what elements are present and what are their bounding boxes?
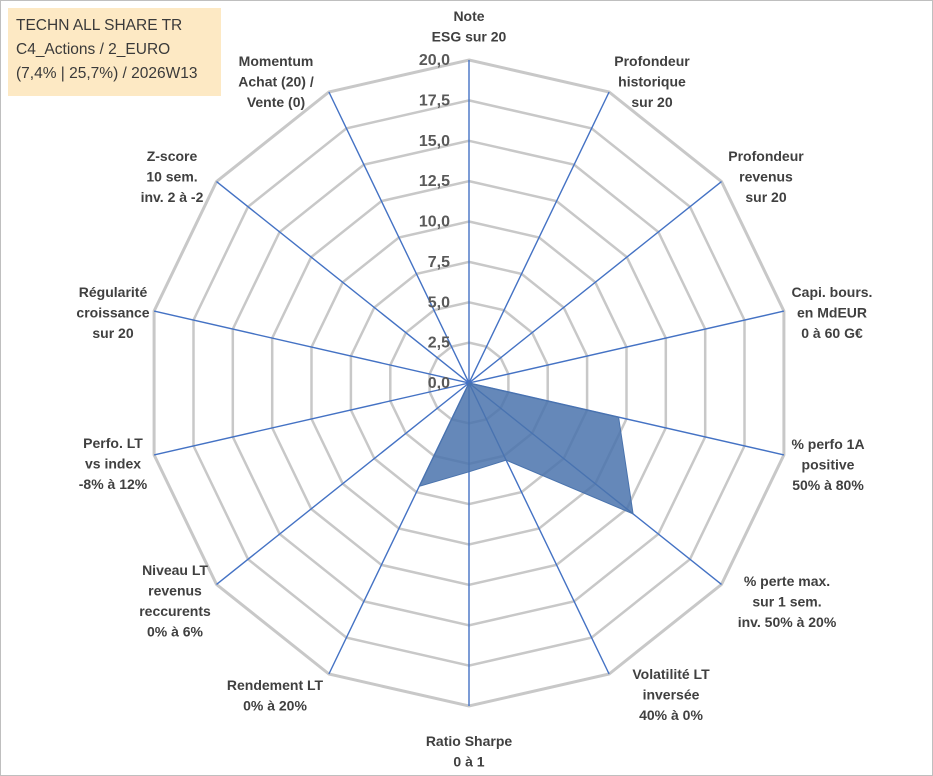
tick-label: 7,5 [428,254,450,271]
category-label: % perfo 1A positive 50% à 80% [791,436,864,493]
radar-spoke [468,181,722,384]
category-label-line: croissance [76,305,149,321]
category-label-line: Capi. bours. [792,284,873,300]
radar-spoke [328,91,470,384]
category-label-line: % perte max. [744,573,830,589]
tick-label: 20,0 [419,52,450,69]
radar-spoke [153,310,470,384]
category-label: Perfo. LT vs index -8% à 12% [79,435,148,492]
category-label-line: historique [618,74,686,90]
category-label-line: Profondeur [614,53,690,69]
category-label-line: Profondeur [728,148,804,164]
category-label-line: Régularité [79,284,148,300]
category-label: Note ESG sur 20 [432,8,507,45]
series-stats: (7,4% | 25,7%) / 2026W13 [16,65,198,82]
category-label-line: 0% à 6% [147,624,204,640]
radar-spoke [153,382,470,456]
category-label-line: inv. 2 à -2 [141,189,204,205]
category-label-line: sur 1 sem. [752,594,821,610]
radar-spoke [468,310,785,384]
category-label-line: Niveau LT [142,562,208,578]
category-label: Régularité croissance sur 20 [76,284,149,341]
category-label-line: Rendement LT [227,677,324,693]
category-label-line: Vente (0) [247,94,305,110]
category-label: Capi. bours. en MdEUR 0 à 60 G€ [792,284,873,341]
category-label: % perte max. sur 1 sem. inv. 50% à 20% [738,573,837,630]
radar-spoke [216,382,470,585]
series-area [418,382,634,515]
category-label-line: inversée [643,687,700,703]
category-label-line: 0 à 1 [453,754,484,770]
tick-label: 2,5 [428,335,450,352]
category-label-line: 0 à 60 G€ [801,325,863,341]
category-label-line: Ratio Sharpe [426,733,513,749]
category-label-line: vs index [85,456,141,472]
series-category: C4_Actions / 2_EURO [16,41,171,58]
category-label-line: -8% à 12% [79,476,148,492]
category-label-line: Perfo. LT [83,435,143,451]
category-label: Momentum Achat (20) / Vente (0) [238,53,314,110]
category-label-line: reccurents [139,603,211,619]
category-label-line: Z-score [147,148,198,164]
category-label-line: 50% à 80% [792,477,864,493]
radar-category-labels: Note ESG sur 20 Profondeur historique sur 20… [76,8,872,770]
category-label-line: sur 20 [745,189,786,205]
category-label-line: positive [802,457,855,473]
category-label-line: Volatilité LT [632,666,710,682]
radar-tick-labels: 0,0 2,5 5,0 7,5 10,0 12,5 15,0 17,5 20,0 [419,52,450,392]
category-label: Z-score 10 sem. inv. 2 à -2 [141,148,204,205]
tick-label: 5,0 [428,294,450,311]
category-label-line: revenus [148,583,202,599]
category-label: Profondeur historique sur 20 [614,53,690,110]
category-label-line: % perfo 1A [791,436,864,452]
category-label-line: 0% à 20% [243,698,307,714]
category-label-line: Note [453,8,484,24]
radar-series [418,382,634,515]
category-label-line: sur 20 [631,94,672,110]
category-label-line: 40% à 0% [639,707,703,723]
category-label-line: Momentum [239,53,314,69]
category-label-line: ESG sur 20 [432,29,507,45]
series-info-box: TECHN ALL SHARE TR C4_Actions / 2_EURO (… [8,8,221,96]
series-name: TECHN ALL SHARE TR [16,17,183,34]
category-label: Niveau LT revenus reccurents 0% à 6% [139,562,211,640]
radar-spoke [216,181,470,384]
category-label-line: revenus [739,169,793,185]
category-label-line: 10 sem. [146,169,197,185]
category-label: Profondeur revenus sur 20 [728,148,804,205]
category-label: Ratio Sharpe 0 à 1 [426,733,513,770]
tick-label: 12,5 [419,173,450,190]
category-label: Volatilité LT inversée 40% à 0% [632,666,710,723]
tick-label: 10,0 [419,214,450,231]
category-label: Rendement LT 0% à 20% [227,677,324,714]
tick-label: 15,0 [419,133,450,150]
radar-spoke [468,91,610,384]
category-label-line: sur 20 [92,325,133,341]
tick-label: 17,5 [419,92,450,109]
tick-label: 0,0 [428,375,450,392]
category-label-line: inv. 50% à 20% [738,614,837,630]
category-label-line: Achat (20) / [238,74,314,90]
category-label-line: en MdEUR [797,305,867,321]
